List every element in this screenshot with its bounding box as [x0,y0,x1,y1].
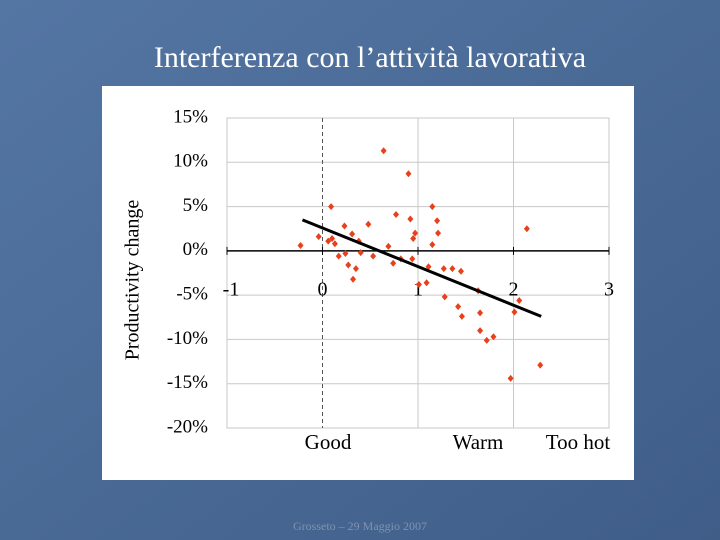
x-tick-label: 1 [413,278,423,300]
data-point [297,242,304,250]
y-tick-label: -5% [176,284,208,305]
data-point [507,374,514,382]
chart-panel [102,86,634,480]
data-point [393,211,400,219]
data-point [325,237,332,245]
y-tick-label: -10% [167,328,208,349]
data-point [477,327,484,335]
data-point [349,230,356,238]
data-point [511,308,518,316]
data-point [335,252,342,260]
data-point [483,336,490,344]
y-tick-label: 15% [173,106,208,127]
data-point [385,242,392,250]
data-point [490,333,497,341]
data-point [352,265,359,273]
data-point [440,265,447,273]
data-point [390,259,397,267]
data-point [455,303,462,311]
data-point [523,225,530,233]
data-point [350,275,357,283]
data-point [429,203,436,211]
x-annotation: Warm [453,430,504,454]
data-point [457,267,464,275]
y-tick-label: -20% [167,416,208,437]
data-point [434,217,441,225]
x-tick-label: 0 [318,278,328,300]
data-point [477,309,484,317]
data-point [331,240,338,248]
data-point [345,261,352,269]
x-annotation: Good [305,430,352,454]
fit-line [301,218,542,318]
y-tick-label: -15% [167,372,208,393]
data-point [423,279,430,287]
x-tick-label: 2 [509,278,519,300]
data-point [435,229,442,237]
data-point [370,252,377,260]
data-point [410,234,417,242]
x-tick-label: 3 [604,278,614,300]
data-point [341,222,348,230]
data-point [415,281,422,289]
data-point [357,249,364,257]
data-point [315,233,322,241]
y-tick-label: 10% [173,151,208,172]
y-tick-label: 0% [183,239,209,260]
data-point [380,147,387,155]
data-point [425,263,432,271]
data-point [429,241,436,249]
data-point [537,361,544,369]
data-point [409,255,416,263]
data-point [412,229,419,237]
x-tick-label: -1 [223,278,240,300]
data-point [458,312,465,320]
y-tick-label: 5% [183,195,209,216]
data-point [329,234,336,242]
y-axis-label: Productivity change [122,200,144,361]
data-point [516,296,523,304]
footer: Grosseto – 29 Maggio 2007 [293,519,427,533]
data-point [328,203,335,211]
data-point [441,293,448,301]
data-point [407,215,414,223]
slide-title: Interferenza con l’attività lavorativa [154,41,586,74]
data-point [405,170,412,178]
data-point [449,265,456,273]
data-point [342,250,349,258]
x-annotation: Too hot [546,430,611,454]
data-point [365,220,372,228]
